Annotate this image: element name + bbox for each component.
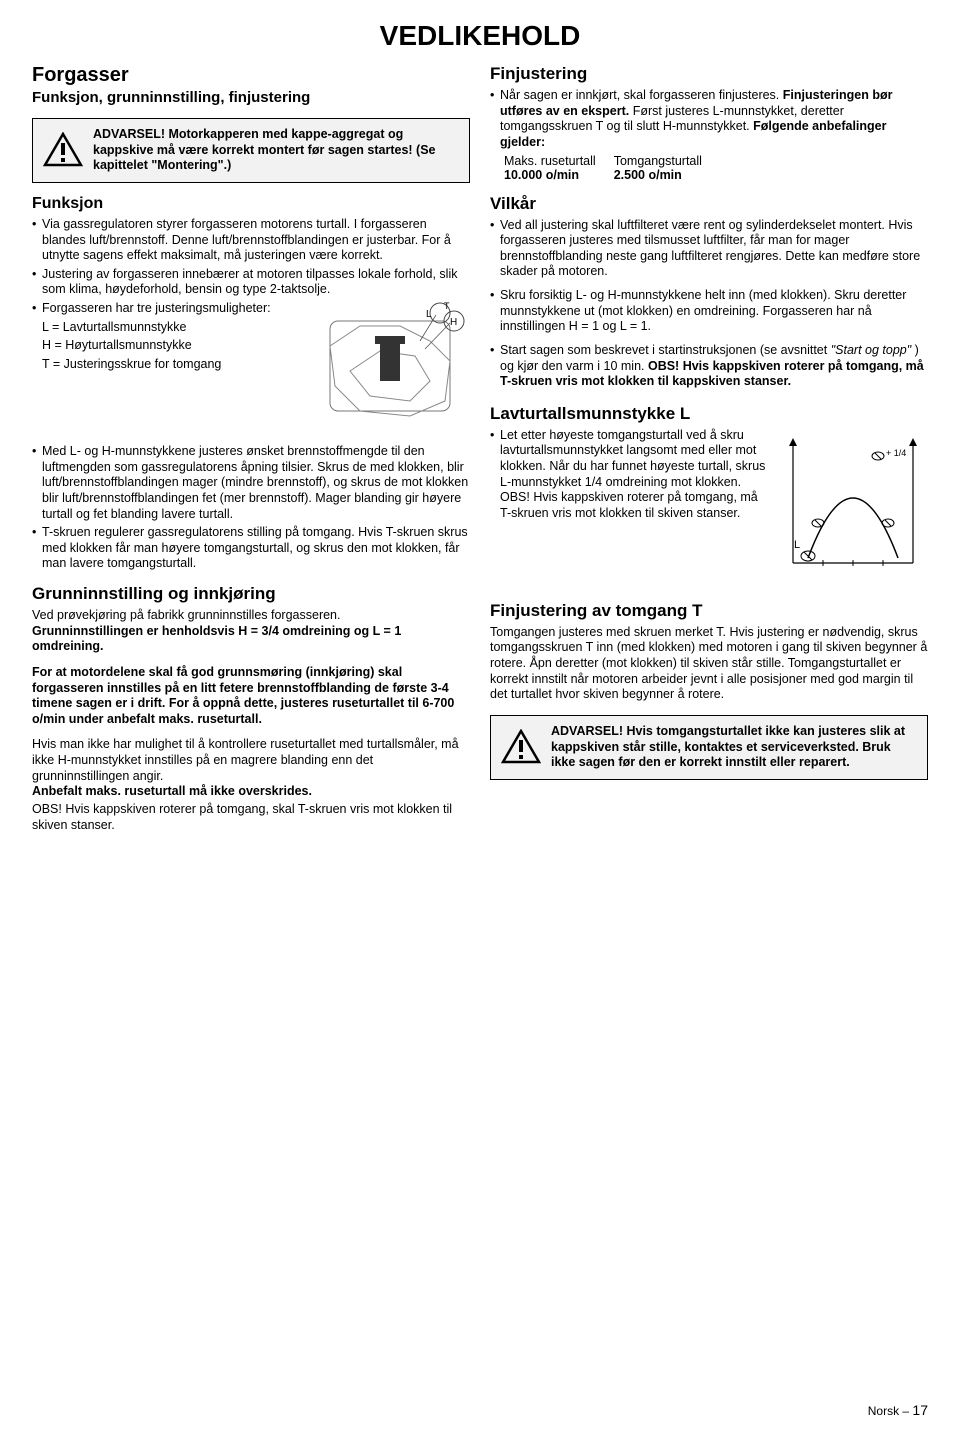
footer-page-number: 17 [912, 1402, 928, 1418]
vilkar-b3i: "Start og topp" [831, 343, 911, 357]
svg-text:T: T [444, 301, 450, 311]
warning-text-2: ADVARSEL! Hvis tomgangsturtallet ikke ka… [551, 724, 917, 771]
adj-bullet-2: T-skruen regulerer gassregulatorens stil… [32, 525, 470, 572]
adj-L: L = Lavturtallsmunnstykke [42, 320, 310, 336]
vilkar-bullet-1: Ved all justering skal luftfilteret være… [490, 218, 928, 281]
heading-lavturtall: Lavturtallsmunnstykke L [490, 404, 928, 424]
heading-grunninnstilling: Grunninnstilling og innkjøring [32, 584, 470, 604]
svg-text:L: L [426, 309, 432, 320]
fint-p: Tomgangen justeres med skruen merket T. … [490, 625, 928, 703]
vilkar-b3a: Start sagen som beskrevet i startinstruk… [500, 343, 831, 357]
funksjon-bullet-2: Justering av forgasseren innebærer at mo… [32, 267, 470, 298]
grunn-p3b: Anbefalt maks. ruseturtall må ikke overs… [32, 784, 312, 798]
grunn-p1: Ved prøvekjøring på fabrikk grunninnstil… [32, 608, 470, 655]
page-footer: Norsk – 17 [868, 1402, 928, 1418]
warning-box-2: ADVARSEL! Hvis tomgangsturtallet ikke ka… [490, 715, 928, 780]
vilkar-bullet-3: Start sagen som beskrevet i startinstruk… [490, 343, 928, 390]
fin-bullet-1: Når sagen er innkjørt, skal forgasseren … [490, 88, 928, 151]
grunn-p1a: Ved prøvekjøring på fabrikk grunninnstil… [32, 608, 340, 622]
grunn-p4: OBS! Hvis kappskiven roterer på tomgang,… [32, 802, 470, 833]
adjustment-curve-diagram: + 1/4 L [778, 428, 928, 583]
speed-max-label: Maks. ruseturtall [504, 154, 596, 168]
speed-max-val: 10.000 o/min [504, 168, 596, 182]
vilkar-bullet-2: Skru forsiktig L- og H-munnstykkene helt… [490, 288, 928, 335]
adj-H: H = Høyturtallsmunnstykke [42, 338, 310, 354]
right-column: Finjustering Når sagen er innkjørt, skal… [490, 60, 928, 833]
warning-box-1: ADVARSEL! Motorkapperen med kappe-aggreg… [32, 118, 470, 183]
svg-text:H: H [450, 317, 457, 328]
warning-icon [501, 724, 541, 771]
footer-lang: Norsk – [868, 1404, 913, 1418]
speed-idle-val: 2.500 o/min [614, 168, 702, 182]
grunn-p1b: Grunninnstillingen er henholdsvis H = 3/… [32, 624, 401, 654]
grunn-p3: Hvis man ikke har mulighet til å kontrol… [32, 737, 470, 800]
warning-text-1: ADVARSEL! Motorkapperen med kappe-aggreg… [93, 127, 459, 174]
svg-text:+ 1/4: + 1/4 [886, 448, 906, 458]
svg-text:L: L [794, 539, 800, 551]
heading-funksjon: Funksjon [32, 195, 470, 213]
speed-idle-label: Tomgangsturtall [614, 154, 702, 168]
grunn-p3a: Hvis man ikke har mulighet til å kontrol… [32, 737, 459, 782]
lav-bullet-1: Let etter høyeste tomgangsturtall ved å … [490, 428, 768, 522]
carburetor-diagram: L H T [320, 301, 470, 436]
subheading-funksjon: Funksjon, grunninnstilling, finjustering [32, 89, 470, 106]
warning-icon [43, 127, 83, 174]
adj-intro: Forgasseren har tre justeringsmuligheter… [32, 301, 310, 317]
heading-finjustering: Finjustering [490, 64, 928, 84]
left-column: Forgasser Funksjon, grunninnstilling, fi… [32, 60, 470, 833]
adj-T: T = Justeringsskrue for tomgang [42, 357, 310, 373]
grunn-p2: For at motordelene skal få god grunnsmør… [32, 665, 470, 728]
heading-forgasser: Forgasser [32, 64, 470, 87]
heading-finjust-tomgang: Finjustering av tomgang T [490, 601, 928, 621]
heading-vilkar: Vilkår [490, 194, 928, 214]
fin-b1a: Når sagen er innkjørt, skal forgasseren … [500, 88, 783, 102]
funksjon-bullet-1: Via gassregulatoren styrer forgasseren m… [32, 217, 470, 264]
adj-bullet-1: Med L- og H-munnstykkene justeres ønsket… [32, 444, 470, 522]
page-title: VEDLIKEHOLD [32, 20, 928, 52]
